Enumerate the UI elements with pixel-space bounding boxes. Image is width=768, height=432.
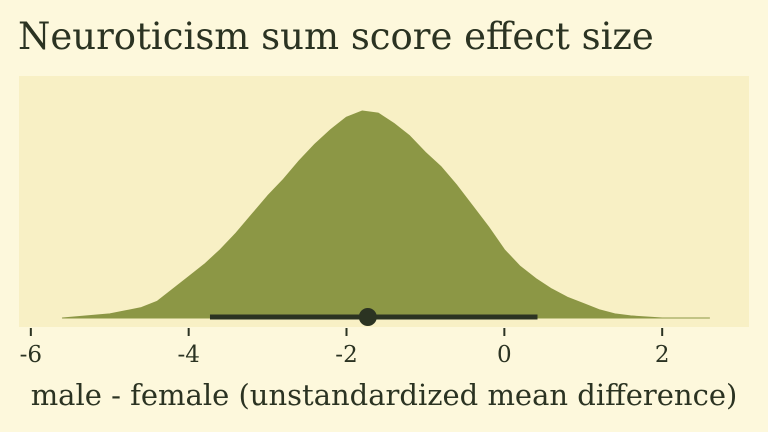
x-tick-label: -6 <box>20 342 42 368</box>
x-axis-title: male - female (unstandardized mean diffe… <box>31 378 738 412</box>
density-layer <box>61 110 710 319</box>
point-estimate <box>358 308 377 326</box>
x-tick-label: 0 <box>497 342 512 368</box>
density-area <box>61 110 710 319</box>
x-tick-label: 2 <box>655 342 670 368</box>
x-tick-label: -4 <box>177 342 199 368</box>
interval-layer <box>209 308 538 326</box>
chart-title: Neuroticism sum score effect size <box>18 15 654 58</box>
x-tick-label: -2 <box>335 342 357 368</box>
x-axis: -6 -4 -2 0 2 <box>20 328 670 368</box>
